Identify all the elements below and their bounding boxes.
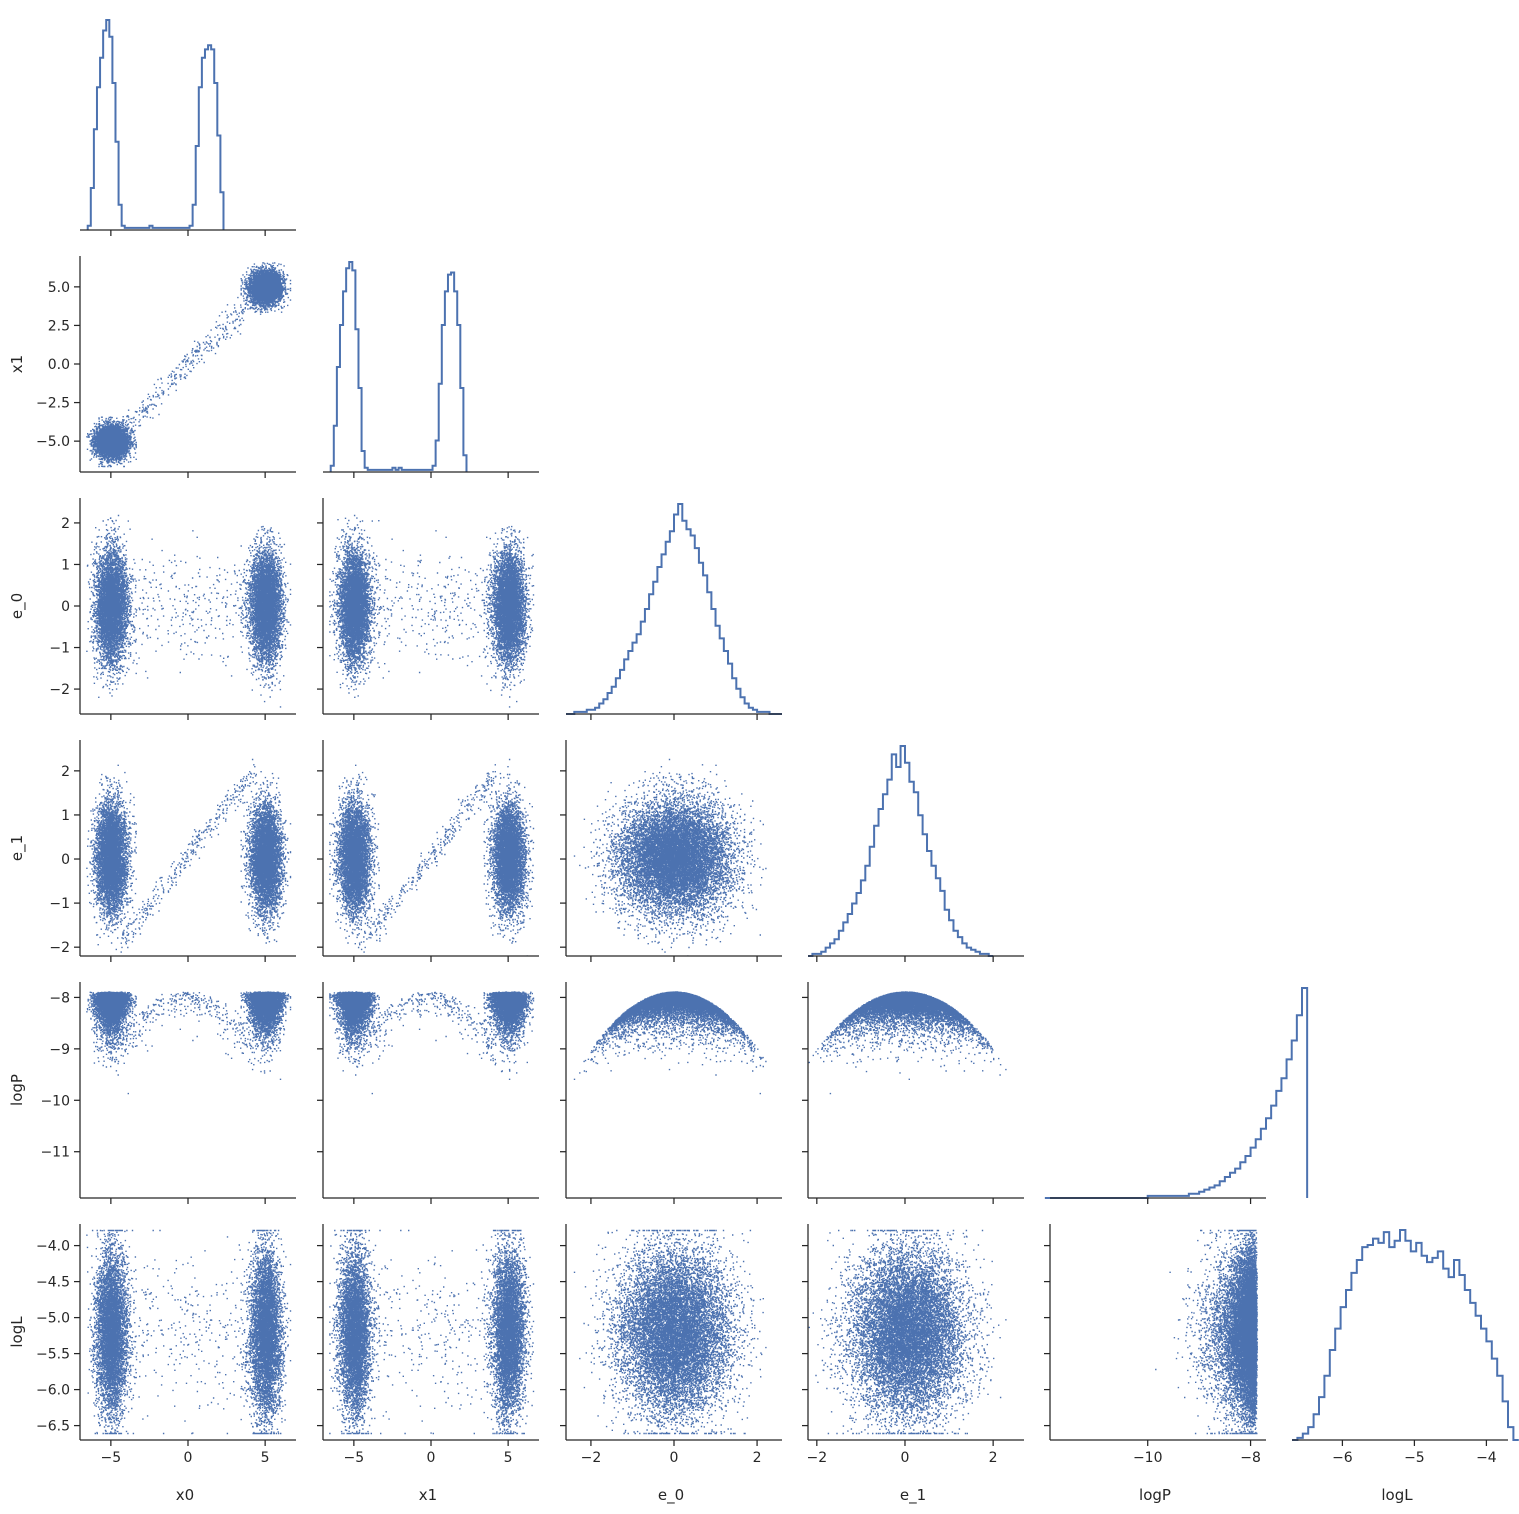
y-tick-label: −6.5: [36, 1419, 70, 1435]
x-tick-label: −2: [581, 1450, 602, 1466]
x-tick-label: −10: [1133, 1450, 1163, 1466]
x-axis-label-logL: logL: [1381, 1486, 1413, 1504]
panel-e_1-vs-x0: −2 −1 0 1 2: [49, 740, 296, 962]
x-tick-label: −5: [344, 1450, 365, 1466]
x-axis-label-e_1: e_1: [900, 1486, 926, 1505]
panel-x1-vs-x1: [323, 262, 539, 478]
y-tick-label: −2: [49, 940, 70, 956]
scatter-e_1-vs-x0: [86, 759, 291, 958]
panel-logP-vs-x0: −11 −10 −9 −8: [40, 982, 296, 1204]
panel-logP-vs-logP: [1045, 988, 1307, 1204]
y-tick-label: 2: [61, 764, 70, 780]
y-tick-label: −9: [49, 1042, 70, 1058]
panel-logL-vs-e_0: −2 0 2: [560, 1224, 782, 1466]
y-axis-label-logL: logL: [8, 1316, 26, 1348]
panel-e_0-vs-x1: [317, 498, 539, 720]
x-tick-label: −6: [1332, 1450, 1353, 1466]
scatter-logP-vs-x0: [86, 991, 291, 1094]
panel-logP-vs-e_1: [802, 982, 1024, 1204]
x-tick-label: −5: [1404, 1450, 1425, 1466]
scatter-logP-vs-e_0: [574, 991, 767, 1094]
scatter-e_1-vs-e_0: [574, 759, 767, 958]
y-tick-label: −1: [49, 896, 70, 912]
panel-e_1-vs-e_0: [560, 740, 782, 962]
y-tick-label: 1: [61, 808, 70, 824]
y-tick-label: 5.0: [48, 280, 70, 296]
scatter-logP-vs-x1: [329, 991, 534, 1094]
panel-e_0-vs-x0: −2 −1 0 1 2: [49, 498, 296, 720]
y-tick-label: −4.5: [36, 1275, 70, 1291]
x-axis-label-e_0: e_0: [658, 1486, 684, 1505]
scatter-e_1-vs-x1: [329, 759, 534, 958]
x-tick-label: 0: [184, 1450, 193, 1466]
panel-logL-vs-logL: −6 −5 −4: [1292, 1230, 1519, 1466]
y-tick-label: 0: [61, 852, 70, 868]
y-axis-label-x1: x1: [8, 355, 26, 373]
scatter-logP-vs-e_1: [807, 991, 1006, 1094]
y-tick-label: 2: [61, 516, 70, 532]
x-tick-label: −5: [101, 1450, 122, 1466]
panel-x1-vs-x0: −5.0 −2.5 0.0 2.5 5.0: [36, 256, 296, 478]
histogram-logL: [1292, 1230, 1519, 1440]
panel-logL-vs-logP: −10 −8: [1044, 1224, 1266, 1466]
histogram-x0: [88, 20, 224, 230]
scatter-logL-vs-x1: [329, 1230, 534, 1434]
y-axis-label-e_1: e_1: [8, 835, 27, 861]
x-tick-label: 0: [427, 1450, 436, 1466]
y-tick-label: −2: [49, 682, 70, 698]
panel-e_0-vs-e_0: [566, 504, 782, 720]
x-tick-label: 2: [753, 1450, 762, 1466]
x-tick-label: 2: [989, 1450, 998, 1466]
y-tick-label: 0: [61, 599, 70, 615]
scatter-logL-vs-e_1: [807, 1230, 1006, 1434]
panel-e_1-vs-x1: [317, 740, 539, 962]
panel-e_1-vs-e_1: [808, 746, 1024, 962]
x-axis-label-x1: x1: [419, 1486, 437, 1504]
y-tick-label: −5.0: [36, 434, 70, 450]
y-tick-label: 0.0: [48, 357, 70, 373]
y-tick-label: −1: [49, 641, 70, 657]
scatter-logL-vs-e_0: [574, 1230, 767, 1434]
scatter-x1-vs-x0: [86, 262, 291, 467]
scatter-logL-vs-logP: [1155, 1230, 1258, 1434]
panel-logL-vs-x0: −5 0 5 −6.5 −6.0 −5.5 −5.0 −4.5 −4.0: [36, 1224, 296, 1466]
scatter-e_0-vs-x0: [86, 515, 291, 708]
x-tick-label: 0: [670, 1450, 679, 1466]
histogram-e_0: [566, 504, 782, 714]
histogram-e_1: [808, 746, 993, 956]
panel-logL-vs-x1: −5 0 5: [317, 1224, 539, 1466]
y-tick-label: −5.5: [36, 1347, 70, 1363]
x-tick-label: −2: [806, 1450, 827, 1466]
y-tick-label: −4.0: [36, 1239, 70, 1255]
histogram-logP: [1045, 988, 1307, 1198]
panel-logL-vs-e_1: −2 0 2: [802, 1224, 1024, 1466]
panel-x0-vs-x0: [80, 20, 296, 236]
x-tick-label: 5: [504, 1450, 513, 1466]
y-tick-label: 1: [61, 557, 70, 573]
scatter-logL-vs-x0: [86, 1230, 291, 1434]
y-tick-label: −5.0: [36, 1311, 70, 1327]
y-axis-label-e_0: e_0: [8, 593, 27, 619]
x-axis-label-logP: logP: [1139, 1486, 1171, 1504]
y-tick-label: −6.0: [36, 1383, 70, 1399]
x-tick-label: 0: [901, 1450, 910, 1466]
scatter-e_0-vs-x1: [329, 515, 534, 708]
y-tick-label: −10: [40, 1093, 70, 1109]
y-axis-label-logP: logP: [8, 1074, 26, 1106]
y-tick-label: −11: [40, 1145, 70, 1161]
x-tick-label: 5: [261, 1450, 270, 1466]
y-tick-label: −2.5: [36, 396, 70, 412]
x-tick-label: −8: [1240, 1450, 1261, 1466]
y-tick-label: −8: [49, 990, 70, 1006]
histogram-x1: [331, 262, 467, 472]
panel-logP-vs-e_0: [560, 982, 782, 1204]
panel-logP-vs-x1: [317, 982, 539, 1204]
y-tick-label: 2.5: [48, 318, 70, 334]
x-axis-label-x0: x0: [176, 1486, 194, 1504]
x-tick-label: −4: [1476, 1450, 1497, 1466]
